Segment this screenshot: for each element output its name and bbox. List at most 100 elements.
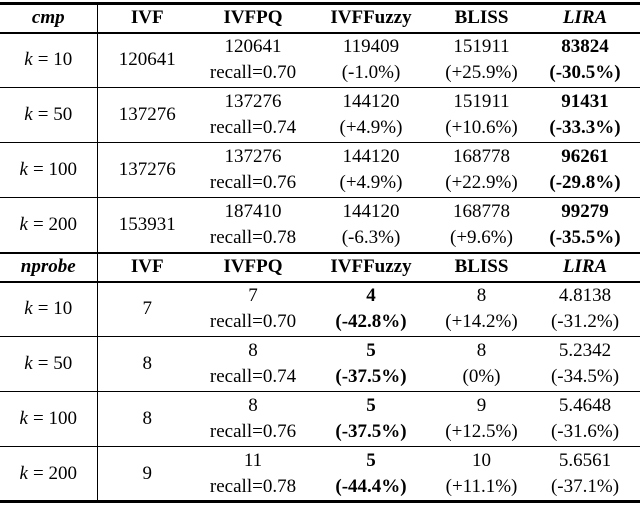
- ivfpq-value: 8: [248, 395, 258, 416]
- lira-cell: 91431 (-33.3%): [530, 87, 640, 143]
- k-variable: k: [24, 298, 33, 320]
- col-header-lira: LIRA: [530, 2, 640, 34]
- ivfpq-recall: recall=0.76: [209, 172, 297, 193]
- bliss-delta: (+14.2%): [445, 311, 518, 333]
- k-variable: k: [24, 49, 33, 71]
- ivfpq-cell: 137276 recall=0.74: [197, 87, 309, 143]
- ivffuzzy-value: 119409: [342, 36, 400, 58]
- col-header-bliss: BLISS: [433, 2, 530, 34]
- row-label: k = 200: [0, 446, 98, 502]
- bliss-value: 8: [476, 285, 487, 307]
- ivf-cell: 8: [97, 336, 197, 392]
- ivffuzzy-cell: 119409 (-1.0%): [309, 32, 433, 88]
- ivf-value: 137276: [118, 159, 176, 180]
- bliss-value: 10: [472, 449, 491, 471]
- col-header-ivf: IVF: [97, 2, 197, 34]
- ivf-value: 7: [142, 298, 153, 320]
- ivf-value: 120641: [118, 49, 176, 71]
- table-row-nprobe-k100: k = 100 8 8 recall=0.76 5 (-37.5%) 9 (+12.5%…: [0, 391, 640, 447]
- ivfpq-value: 137276: [224, 91, 282, 112]
- ivffuzzy-delta: (-1.0%): [341, 62, 401, 84]
- ivffuzzy-cell: 4 (-42.8%): [309, 281, 433, 337]
- bliss-cell: 10 (+11.1%): [433, 446, 530, 502]
- ivffuzzy-value: 144120: [342, 200, 400, 222]
- metric-name-nprobe: nprobe: [0, 251, 98, 283]
- ivffuzzy-value: 5: [366, 449, 376, 471]
- k-value: = 200: [32, 213, 77, 235]
- lira-cell: 5.2342 (-34.5%): [530, 336, 640, 392]
- ivfpq-value: 187410: [224, 200, 282, 222]
- ivffuzzy-delta: (-37.5%): [335, 421, 407, 442]
- col-header-ivfpq: IVFPQ: [197, 2, 309, 34]
- lira-value: 5.4648: [558, 395, 612, 416]
- row-label: k = 10: [0, 32, 98, 88]
- bliss-value: 8: [476, 340, 487, 361]
- ivffuzzy-cell: 5 (-37.5%): [309, 336, 433, 392]
- lira-cell: 5.4648 (-31.6%): [530, 391, 640, 447]
- bliss-delta: (+10.6%): [445, 117, 518, 138]
- ivfpq-value: 11: [243, 449, 263, 471]
- lira-value: 5.2342: [558, 340, 612, 361]
- lira-cell: 83824 (-30.5%): [530, 32, 640, 88]
- ivf-value: 8: [142, 408, 153, 429]
- table-row-cmp-k100: k = 100 137276 137276 recall=0.76 144120 (+…: [0, 142, 640, 198]
- lira-value: 83824: [561, 36, 609, 58]
- table-row-nprobe-k10: k = 10 7 7 recall=0.70 4 (-42.8%) 8 (+14.2%)…: [0, 281, 640, 337]
- table-row-cmp-k200: k = 200 153931 187410 recall=0.78 144120 (-…: [0, 197, 640, 253]
- ivfpq-cell: 11 recall=0.78: [197, 446, 309, 502]
- lira-delta: (-34.5%): [550, 366, 620, 387]
- ivfpq-cell: 137276 recall=0.76: [197, 142, 309, 198]
- bliss-value: 168778: [453, 146, 510, 167]
- ivf-cell: 153931: [97, 197, 197, 253]
- ivfpq-value: 8: [248, 340, 258, 361]
- ivfpq-value: 137276: [224, 146, 282, 167]
- ivfpq-recall: recall=0.74: [209, 117, 297, 138]
- row-label: k = 50: [0, 336, 98, 392]
- bliss-cell: 151911 (+25.9%): [433, 32, 530, 88]
- ivf-cell: 9: [97, 446, 197, 502]
- row-label: k = 10: [0, 281, 98, 337]
- nprobe-header-row: nprobe IVF IVFPQ IVFFuzzy BLISS LIRA: [0, 251, 640, 283]
- bliss-cell: 8 (0%): [433, 336, 530, 392]
- k-value: = 10: [37, 49, 73, 71]
- ivf-value: 9: [142, 462, 153, 484]
- ivffuzzy-cell: 144120 (-6.3%): [309, 197, 433, 253]
- col-header-ivffuzzy: IVFFuzzy: [309, 251, 433, 283]
- col-header-ivf: IVF: [97, 251, 197, 283]
- lira-delta: (-31.2%): [550, 311, 620, 333]
- ivf-value: 153931: [118, 213, 176, 235]
- lira-value: 96261: [561, 146, 609, 167]
- table-row-nprobe-k200: k = 200 9 11 recall=0.78 5 (-44.4%) 10 (+11.…: [0, 446, 640, 502]
- lira-delta: (-29.8%): [549, 172, 621, 193]
- bliss-value: 168778: [453, 200, 510, 222]
- k-variable: k: [19, 159, 28, 180]
- k-variable: k: [19, 213, 28, 235]
- bliss-delta: (0%): [462, 366, 501, 387]
- ivffuzzy-delta: (-44.4%): [335, 475, 407, 497]
- ivf-value: 137276: [118, 104, 176, 125]
- table-row-cmp-k50: k = 50 137276 137276 recall=0.74 144120 (+4…: [0, 87, 640, 143]
- row-label: k = 100: [0, 142, 98, 198]
- lira-value: 91431: [561, 91, 609, 112]
- ivfpq-cell: 120641 recall=0.70: [197, 32, 309, 88]
- ivfpq-value: 7: [248, 285, 258, 307]
- bliss-delta: (+11.1%): [445, 475, 518, 497]
- ivfpq-recall: recall=0.70: [209, 311, 297, 333]
- ivffuzzy-delta: (-42.8%): [335, 311, 407, 333]
- bliss-delta: (+9.6%): [450, 226, 513, 248]
- k-variable: k: [24, 104, 33, 125]
- ivf-value: 8: [142, 353, 153, 374]
- lira-cell: 96261 (-29.8%): [530, 142, 640, 198]
- k-variable: k: [19, 408, 28, 429]
- lira-delta: (-37.1%): [550, 475, 620, 497]
- k-value: = 10: [37, 298, 73, 320]
- ivfpq-recall: recall=0.70: [209, 62, 297, 84]
- k-value: = 100: [32, 408, 77, 429]
- lira-delta: (-33.3%): [549, 117, 621, 138]
- bliss-value: 9: [476, 395, 487, 416]
- lira-value: 5.6561: [558, 449, 612, 471]
- ivf-cell: 8: [97, 391, 197, 447]
- bliss-value: 151911: [453, 36, 510, 58]
